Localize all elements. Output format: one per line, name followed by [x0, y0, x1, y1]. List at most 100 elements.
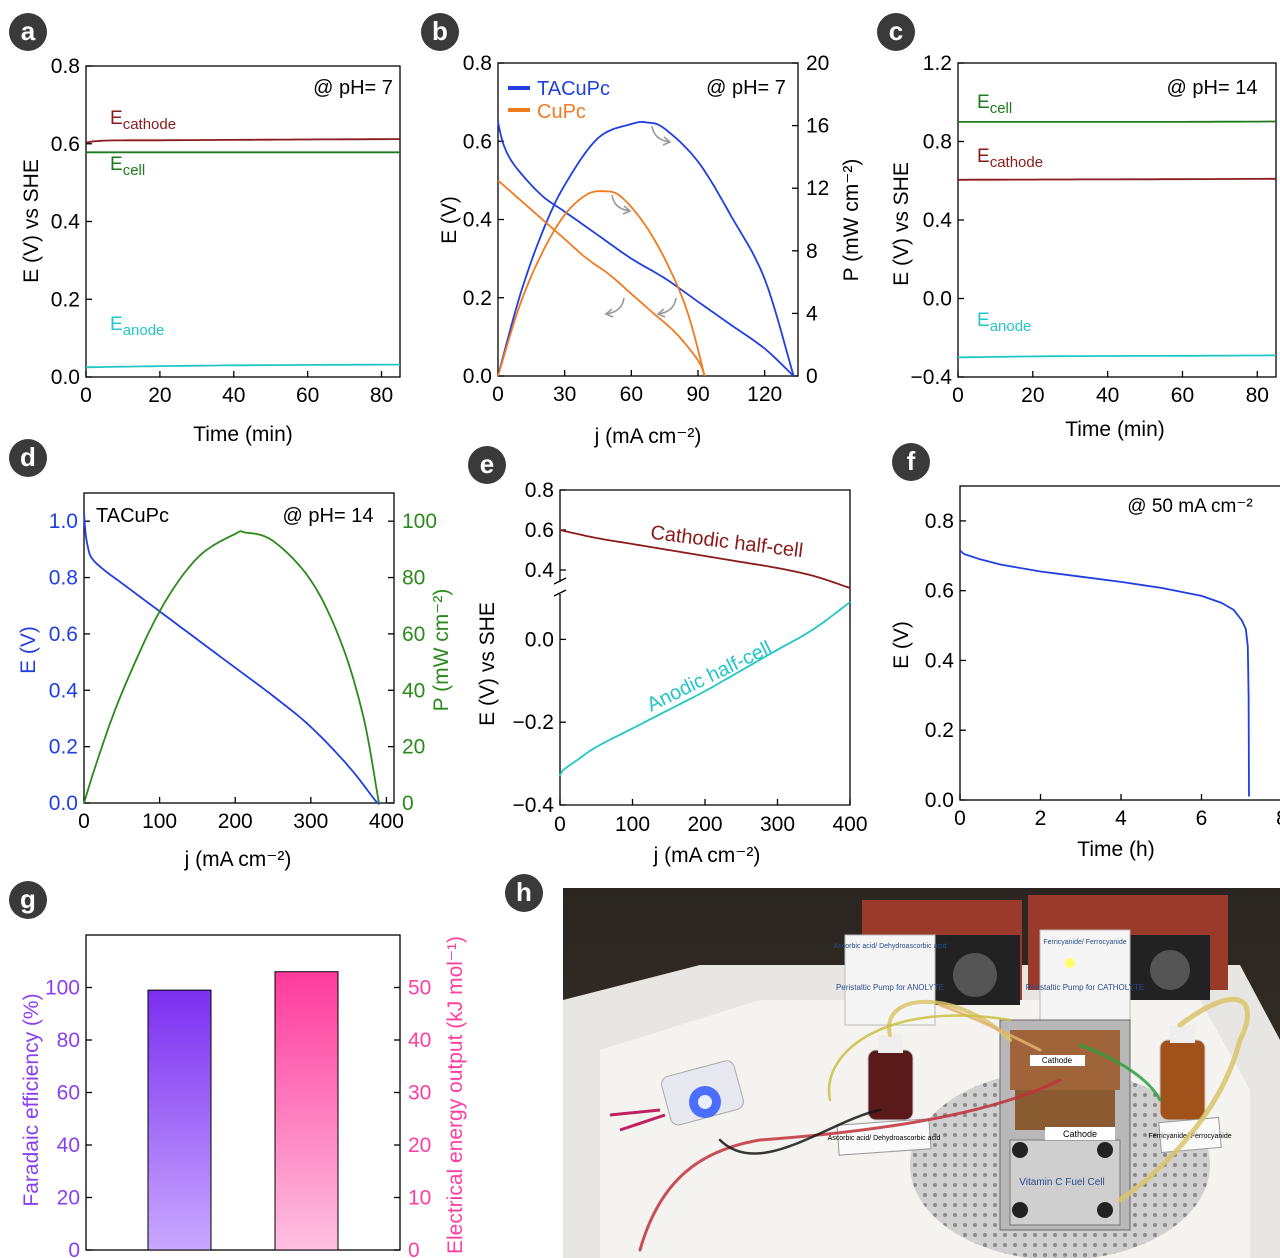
- y-tick-label: 0.0: [925, 789, 954, 812]
- x-tick-label: 400: [832, 813, 867, 836]
- annotation-ph: @ pH= 14: [1167, 77, 1258, 99]
- y-tick-label: 0: [68, 1239, 80, 1258]
- panel-c-chart: 0 20 40 60 80 −0.4 0.0 0.4 0.8 1.2 @ pH= 14 Ecell Ec…: [890, 52, 1277, 441]
- y-tick-label: 0.4: [463, 209, 493, 232]
- series-line-cathode: [958, 177, 1276, 181]
- series-line-tacupc-voltage: [497, 121, 795, 377]
- y-tick-label: 0.8: [463, 52, 492, 75]
- y-tick-label: 0.2: [49, 736, 78, 759]
- x-tick-label: 300: [760, 813, 795, 836]
- tube-return: [938, 1003, 1042, 1052]
- y-tick-label: 0.8: [923, 131, 952, 154]
- label-ferri-top: Ferricyanide/ Ferrocyanide: [1043, 939, 1126, 946]
- x-tick-label: 200: [687, 813, 722, 836]
- y-tick-label: −0.4: [513, 794, 555, 817]
- x-tick-label: 4: [1115, 807, 1127, 830]
- y-tick-label: 0.0: [51, 366, 80, 389]
- y-axis-label: E (V) vs SHE: [890, 162, 913, 286]
- label-cathode-upper: Cathode: [1042, 1056, 1073, 1065]
- pump-anolyte-rotor: [953, 953, 997, 997]
- y2-tick-label: 0: [408, 1239, 420, 1258]
- label-cathode-lower: Cathode: [1063, 1129, 1097, 1139]
- y-tick-label: 0.8: [49, 567, 78, 590]
- series-line-cathode: [85, 138, 400, 144]
- y-axis-label-right: P (mW cm⁻²): [430, 589, 453, 712]
- panel-letter-h: h: [505, 874, 543, 912]
- panel-letter-badge: [877, 13, 915, 51]
- series-line-cupc-voltage: [497, 179, 706, 377]
- y-tick-label: 0.0: [525, 628, 554, 651]
- panel-letter-text: h: [516, 877, 532, 907]
- plot-frame: [559, 489, 851, 806]
- y-tick-label: 0.2: [925, 719, 954, 742]
- bolt: [1097, 1142, 1113, 1158]
- series-line-anode: [85, 363, 400, 369]
- x-tick-label: 400: [369, 810, 404, 833]
- arrow-power-tacupc: [651, 125, 672, 146]
- x-tick-label: 100: [615, 813, 650, 836]
- panel-b-chart: 0 30 60 90 120 0.0 0.2 0.4 0.6 0.8 0 4 8 12 16 20 TACuPc…: [438, 52, 863, 448]
- x-tick-label: 20: [148, 384, 171, 407]
- x-tick-label: 0: [492, 383, 504, 406]
- series-line-voltage: [83, 512, 380, 805]
- y2-tick-label: 60: [402, 623, 425, 646]
- panel-letter-f: f: [892, 443, 930, 481]
- y-axis-label: E (V): [890, 621, 913, 669]
- y-axis-label-right: P (mW cm⁻²): [840, 159, 863, 282]
- plot-frame: [83, 492, 395, 804]
- bolt: [1012, 1142, 1028, 1158]
- wire-green: [1078, 1043, 1162, 1102]
- bolt: [1012, 1202, 1028, 1218]
- y-tick-label: 0.6: [463, 130, 492, 153]
- x-tick-label: 300: [293, 810, 328, 833]
- bottle-ascorbic: [867, 1049, 914, 1121]
- x-tick-label: 120: [747, 383, 782, 406]
- led-core: [698, 1095, 712, 1109]
- bottle-ascorbic-cap: [878, 1035, 903, 1053]
- cathode-tag-upper: [1030, 1055, 1085, 1066]
- pump-anolyte-card: [844, 934, 936, 1026]
- y2-tick-label: 80: [402, 567, 425, 590]
- y2-tick-label: 100: [402, 510, 437, 533]
- y-tick-label: 20: [57, 1187, 80, 1210]
- y-axis-label-right: Electrical energy output (kJ mol⁻¹): [444, 936, 467, 1254]
- x-tick-label: 200: [218, 810, 253, 833]
- label-pump-anolyte: Peristaltic Pump for ANOLYTE: [836, 983, 944, 992]
- y-tick-label: 0.8: [925, 510, 954, 533]
- y-tick-label: 40: [57, 1134, 80, 1157]
- plot-frame: [85, 934, 401, 1251]
- x-tick-label: 80: [370, 384, 393, 407]
- wire-black: [718, 1108, 882, 1155]
- y2-tick-label: 0: [806, 365, 818, 388]
- tube-anolyte: [887, 999, 1012, 1042]
- panel-a-chart: 0 20 40 60 80 0.0 0.2 0.4 0.6 0.8 @ pH= 7 Ecathode E…: [20, 55, 401, 446]
- x-axis-label: Time (min): [1065, 418, 1165, 441]
- y-tick-label: 0.4: [51, 211, 81, 234]
- y-tick-label: 0.8: [51, 55, 80, 78]
- x-tick-label: 8: [1276, 807, 1280, 830]
- panel-letter-a: a: [9, 13, 47, 51]
- panel-letter-text: f: [907, 446, 916, 476]
- bottle-ferri: [1159, 1039, 1206, 1121]
- legend-label-cupc: CuPc: [537, 101, 586, 123]
- y-tick-label: 0.0: [49, 792, 78, 815]
- panel-label-tacupc: TACuPc: [96, 505, 169, 527]
- y-tick-label: 0.0: [923, 288, 952, 311]
- pump-catholyte-card: [1039, 929, 1131, 1021]
- arrow-voltage-tacupc: [656, 297, 677, 318]
- annotation-anodic: Anodic half-cell: [644, 637, 776, 716]
- panel-letter-text: a: [21, 16, 36, 46]
- wire-red: [638, 1078, 1062, 1252]
- series-line-anodic: [559, 601, 851, 777]
- bottle-ferri-cap: [1170, 1025, 1195, 1043]
- series-line-cupc-power: [497, 190, 706, 377]
- x-tick-label: 90: [686, 383, 709, 406]
- annotation-ph: @ pH= 14: [283, 505, 374, 527]
- label-ascorbic-top: Ascorbic acid/ Dehydroascorbic acid: [834, 943, 947, 950]
- status-led: [1065, 958, 1075, 968]
- pump-catholyte-rotor: [1150, 950, 1190, 990]
- panel-letter-text: e: [480, 449, 494, 479]
- y-tick-label: 0.4: [925, 649, 955, 672]
- y2-tick-label: 16: [806, 115, 829, 138]
- x-axis-label: Time (h): [1077, 838, 1154, 861]
